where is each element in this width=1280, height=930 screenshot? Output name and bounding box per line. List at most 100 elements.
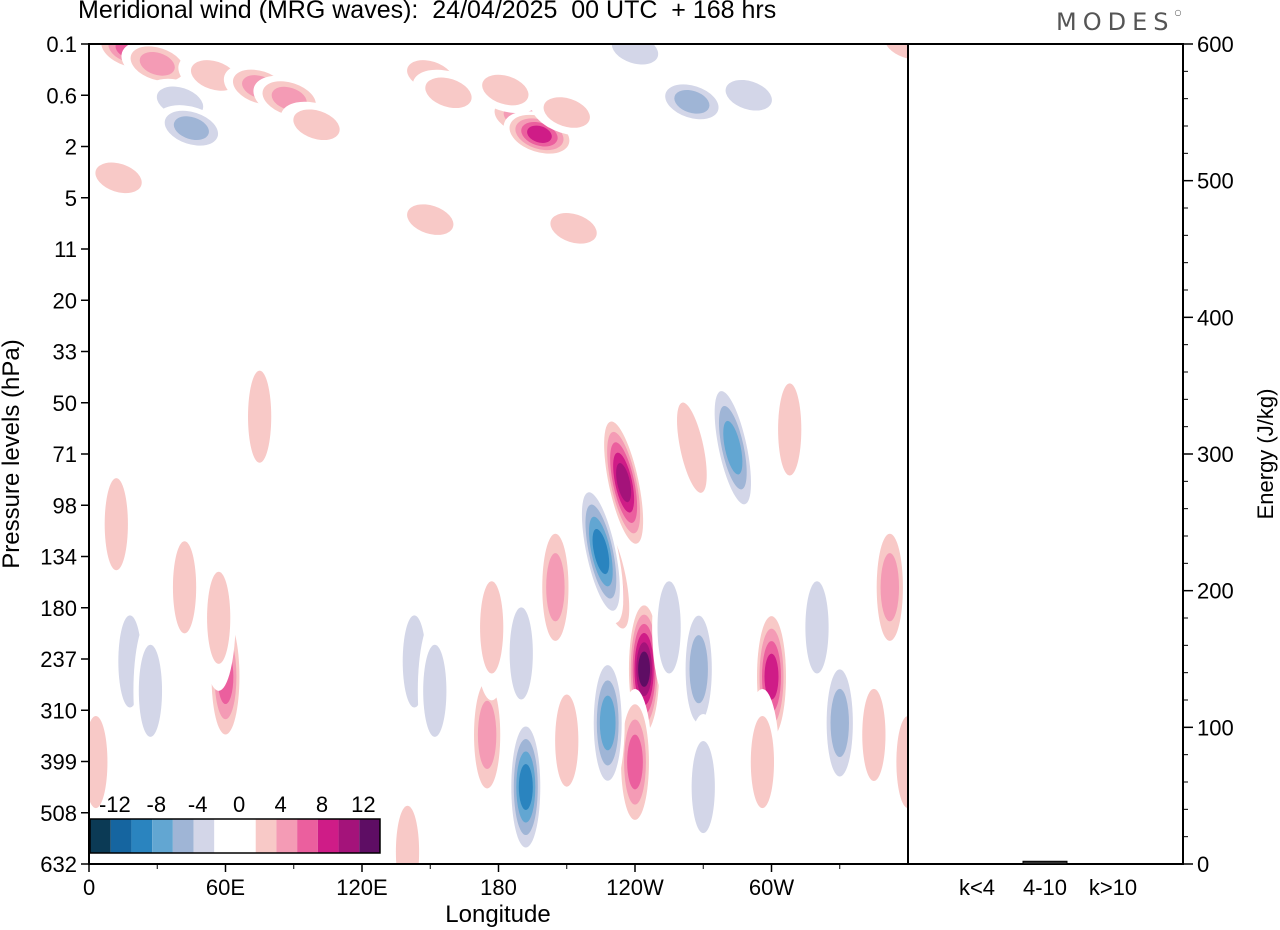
colorbar-frame (89, 818, 381, 854)
heatmap-contour (764, 653, 779, 700)
heatmap-cell (891, 689, 908, 836)
heatmap-contour (689, 635, 708, 704)
heatmap-contour (95, 162, 142, 194)
heatmap-contour (527, 125, 552, 143)
heatmap-cell (417, 617, 452, 764)
heatmap-contour (750, 715, 775, 809)
y-tick-label: 11 (54, 237, 77, 262)
y-tick-label: 310 (40, 698, 77, 723)
colorbar-swatch (235, 819, 256, 853)
heatmap-contour (360, 596, 395, 743)
heatmap-contour (555, 694, 579, 787)
x-tick-label: 180 (480, 875, 517, 900)
heatmap-contour (880, 553, 900, 622)
heatmap-cell (121, 44, 194, 87)
heatmap-cell (508, 714, 543, 861)
y-tick-label: 237 (40, 647, 77, 672)
energy-bar (1090, 863, 1136, 865)
heatmap-cell (745, 689, 780, 836)
heatmap-contour (172, 541, 197, 634)
heatmap-cell (469, 67, 542, 114)
heatmap-cell (258, 588, 293, 735)
heatmap-cell (474, 554, 509, 701)
heatmap-cell (781, 186, 853, 233)
heatmap-contour (725, 79, 772, 111)
y-tick-label: 5 (65, 186, 77, 211)
energy-y-tick-label: 100 (1197, 715, 1234, 740)
heatmap-contour (367, 146, 439, 193)
y-tick-label: 180 (40, 596, 77, 621)
heatmap-contour (407, 204, 454, 235)
heatmap-contour (89, 715, 108, 809)
heatmap-cell (590, 649, 625, 796)
heatmap-cell (360, 596, 395, 743)
y-tick-label: 98 (53, 493, 77, 518)
heatmap-contour (477, 700, 497, 770)
heatmap-contour (258, 588, 293, 735)
heatmap-cell (470, 661, 505, 808)
y-tick-label: 33 (53, 340, 77, 365)
heatmap-cell (140, 343, 175, 490)
x-tick-label: 60W (749, 875, 794, 900)
energy-y-tick-label: 0 (1197, 852, 1209, 877)
heatmap-contour (139, 51, 175, 76)
energy-x-tick-label: k<4 (959, 875, 995, 900)
heatmap-contour (480, 581, 504, 674)
heatmap-contour (884, 44, 908, 60)
heatmap-cell (856, 661, 891, 808)
heatmap-cell (530, 89, 603, 136)
heatmap-contour (173, 116, 209, 141)
heatmap-contour (778, 383, 802, 476)
heatmap-contour (138, 644, 163, 737)
energy-y-tick-label: 500 (1197, 169, 1234, 194)
x-tick-label: 120W (606, 875, 664, 900)
colorbar: -12 -8 -4 0 4 8 12 (89, 792, 381, 854)
heatmap-contour (140, 343, 175, 490)
x-tick-label: 0 (83, 875, 95, 900)
heatmap-cell (681, 596, 716, 743)
colorbar-tick-label: 8 (316, 792, 328, 817)
y-tick-label: 20 (53, 288, 77, 313)
heatmap-cell (133, 617, 168, 764)
heatmap-cell (669, 376, 715, 520)
colorbar-tick-label: -8 (147, 792, 167, 817)
heatmap-contour (599, 695, 616, 751)
colorbar-tick-label: 12 (351, 792, 375, 817)
heatmap-cell (390, 778, 425, 864)
heatmap-contour (781, 186, 853, 233)
heatmap-cell (537, 205, 610, 252)
heatmap-cell (601, 411, 647, 555)
energy-bar-chart: 0 100 200 300 400 500 600 k<4 4-10 k>10 (907, 32, 1234, 900)
heatmap-cell (656, 78, 728, 125)
heatmap-cell (822, 649, 857, 796)
heatmap-contour (896, 715, 908, 809)
heatmap-cell (549, 667, 584, 814)
y-tick-label: 0.1 (46, 32, 77, 57)
logo-text: MODES (1056, 8, 1175, 36)
heatmap-contour (104, 478, 128, 571)
y-tick-label: 508 (40, 801, 77, 826)
heatmap-contour (509, 607, 533, 700)
y-tick-label: 632 (40, 852, 77, 877)
heatmap-cell (538, 514, 573, 661)
heatmap-cell (678, 135, 751, 182)
heatmap-cell (772, 356, 807, 503)
heatmap-cell (578, 480, 624, 624)
heatmap-cell (167, 514, 202, 661)
colorbar-swatch (131, 819, 153, 853)
heatmap-cell (288, 580, 323, 727)
energy-axis-label: Energy (J/kg) (1253, 389, 1278, 520)
colorbar-swatch (214, 819, 235, 853)
heatmap-cell (800, 554, 834, 701)
heatmap-contour (872, 44, 908, 68)
heatmap-contour (592, 528, 610, 575)
x-axis-label: Longitude (445, 901, 550, 928)
heatmap-cell (89, 154, 155, 201)
colorbar-tick-label: 4 (274, 792, 286, 817)
y-tick-label: 2 (65, 135, 77, 160)
heatmap-contour (635, 243, 681, 387)
heatmap-cell (99, 451, 134, 598)
heatmap-contour (248, 370, 272, 463)
heatmap-cell (326, 44, 398, 87)
